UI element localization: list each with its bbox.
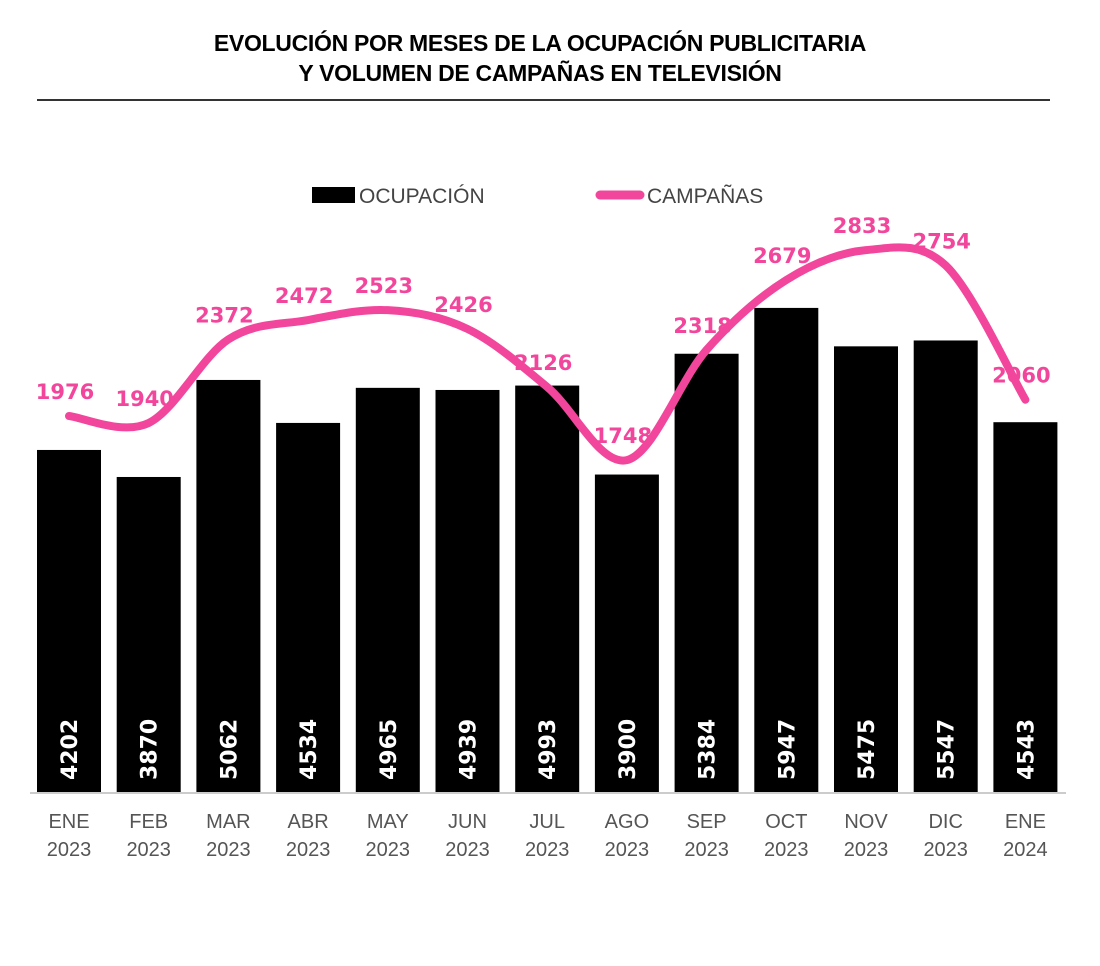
x-tick-label: 2023 (764, 839, 809, 861)
x-tick-label: JUL (529, 811, 565, 833)
x-tick-label: 2023 (366, 839, 411, 861)
x-tick-label: 2023 (684, 839, 729, 861)
bar-value-label: 3870 (138, 719, 163, 780)
line-value-label: 2754 (912, 229, 970, 253)
x-tick-label: JUN (448, 811, 487, 833)
bar-value-label: 5384 (696, 719, 721, 780)
legend-label-ocupacion: OCUPACIÓN (359, 185, 485, 208)
x-tick-label: NOV (844, 811, 888, 833)
x-tick-label: 2023 (286, 839, 331, 861)
chart-title-line-1: EVOLUCIÓN POR MESES DE LA OCUPACIÓN PUBL… (213, 30, 867, 56)
line-value-label: 2060 (992, 364, 1050, 388)
bar-ocupacion (674, 353, 739, 792)
x-tick-label: 2023 (126, 839, 171, 861)
bar-ocupacion (993, 422, 1058, 792)
line-value-label: 1748 (594, 424, 652, 448)
x-tick-label: MAY (367, 811, 409, 833)
x-tick-label: 2024 (1003, 839, 1048, 861)
x-tick-label: ENE (48, 811, 89, 833)
bar-value-label: 4993 (536, 719, 561, 780)
title-divider (37, 99, 1050, 101)
legend: OCUPACIÓN CAMPAÑAS (312, 184, 763, 208)
chart-title-line-2: Y VOLUMEN DE CAMPAÑAS EN TELEVISIÓN (298, 60, 782, 86)
bar-value-label: 5947 (775, 719, 800, 780)
line-value-label: 2679 (753, 244, 811, 268)
line-value-label: 2523 (355, 274, 413, 298)
bar-value-label: 3900 (616, 719, 641, 780)
line-value-label: 2126 (514, 351, 572, 375)
x-tick-label: DIC (928, 811, 962, 833)
bar-value-label: 5062 (217, 719, 242, 780)
line-value-label: 2372 (195, 303, 253, 327)
bar-value-label: 5475 (855, 719, 880, 780)
legend-swatch-ocupacion (312, 187, 355, 203)
line-value-label: 1976 (36, 380, 94, 404)
bar-ocupacion (515, 385, 580, 792)
bar-value-label: 4939 (457, 719, 482, 780)
bar-value-label: 4543 (1014, 719, 1039, 780)
bar-value-label: 4534 (297, 719, 322, 780)
x-tick-label: 2023 (923, 839, 968, 861)
x-tick-label: 2023 (445, 839, 490, 861)
bar-ocupacion (196, 379, 261, 792)
bar-ocupacion (594, 474, 659, 792)
x-tick-label: ABR (288, 811, 329, 833)
bar-ocupacion (355, 387, 420, 792)
bar-ocupacion (834, 346, 898, 792)
campanas-line (65, 243, 1030, 465)
legend-label-campanas: CAMPAÑAS (647, 184, 763, 208)
bar-ocupacion (754, 307, 819, 792)
x-tick-label: 2023 (47, 839, 92, 861)
bar-value-label: 4202 (58, 719, 83, 780)
line-value-label: 2833 (833, 214, 891, 238)
x-tick-label: 2023 (844, 839, 889, 861)
line-value-label: 1940 (115, 387, 173, 411)
x-tick-label: MAR (206, 811, 250, 833)
x-tick-label: AGO (605, 811, 649, 833)
line-value-label: 2426 (434, 293, 492, 317)
bar-ocupacion (276, 422, 341, 792)
x-tick-label: 2023 (605, 839, 650, 861)
bar-ocupacion (913, 340, 978, 792)
bar-value-label: 4965 (377, 719, 402, 780)
x-tick-label: 2023 (206, 839, 251, 861)
line-value-label: 2318 (673, 314, 731, 338)
x-tick-label: OCT (765, 811, 807, 833)
bar-value-label: 5547 (935, 719, 960, 780)
x-tick-label: FEB (129, 811, 168, 833)
x-tick-label: ENE (1005, 811, 1046, 833)
line-value-label: 2472 (275, 284, 333, 308)
x-tick-label: SEP (687, 811, 727, 833)
x-tick-label: 2023 (525, 839, 570, 861)
bar-ocupacion (37, 449, 101, 792)
bar-ocupacion (116, 476, 181, 792)
bar-ocupacion (435, 389, 500, 792)
